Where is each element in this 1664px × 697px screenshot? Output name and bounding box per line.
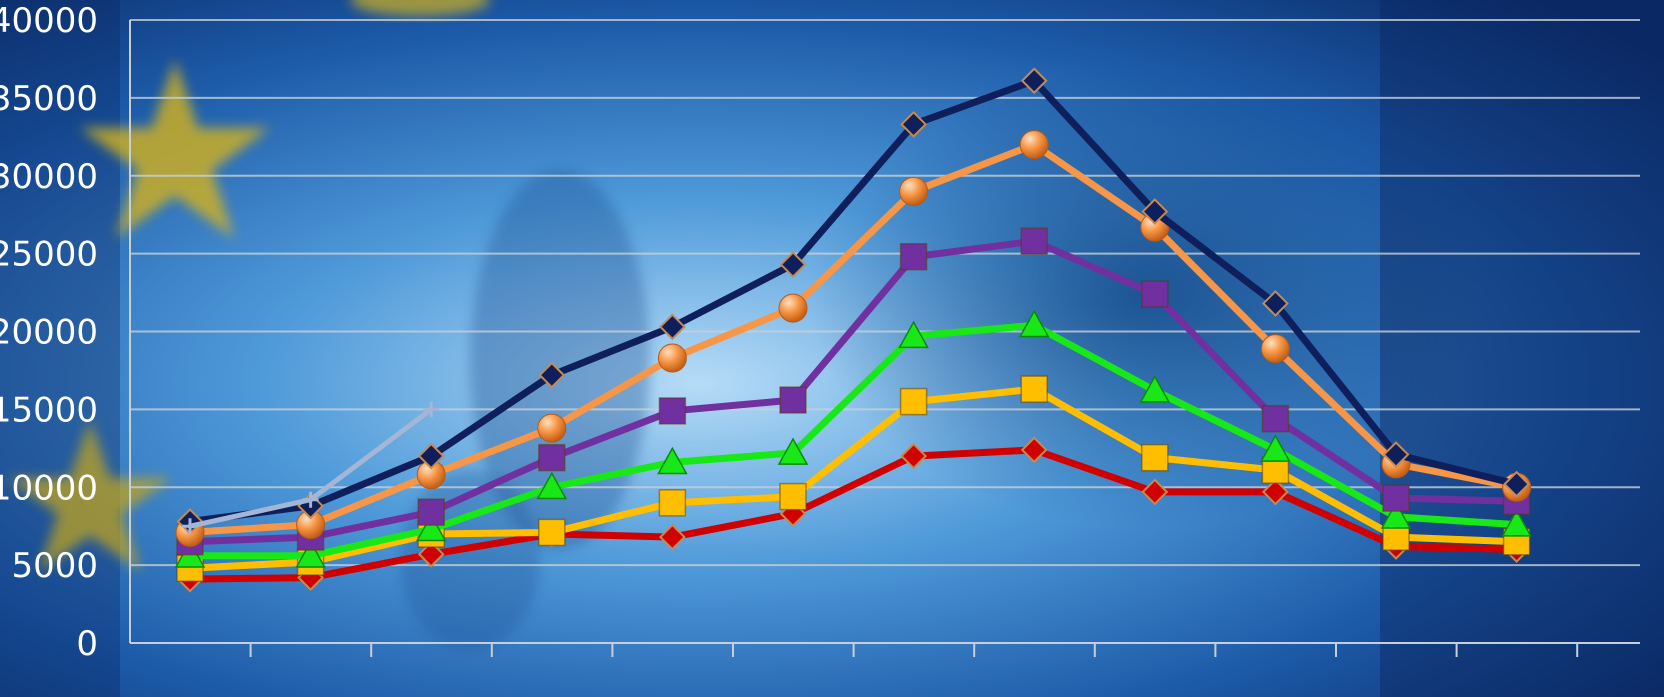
data-point [1501,509,1532,537]
star-decoration [350,0,490,16]
data-point [898,320,929,349]
data-point [899,176,929,206]
data-point [1139,375,1171,403]
data-point [1382,484,1410,512]
y-tick-label: 15000 [0,390,98,430]
data-point [777,437,809,465]
series-line [186,237,1521,546]
data-point [900,110,928,138]
data-point [657,446,688,475]
data-point [1141,198,1169,225]
data-point [1020,375,1048,403]
data-point [536,471,568,500]
data-point [1261,404,1290,433]
data-point [417,498,445,526]
data-point [1503,470,1531,498]
data-point [778,293,808,323]
y-tick-label: 10000 [0,468,98,508]
series-line [186,385,1521,572]
y-tick-label: 40000 [0,1,98,41]
star-decoration [80,60,270,238]
data-point [1020,67,1048,95]
data-point [302,491,319,508]
data-point [538,443,566,472]
star-decoration [8,420,172,572]
series [175,130,1532,547]
data-point [417,540,445,568]
data-point [538,518,566,547]
series-line [186,321,1521,560]
y-tick-label: 35000 [0,79,98,119]
data-point [658,313,686,341]
data-point [658,489,687,517]
data-point [1019,130,1049,160]
data-point [1261,290,1289,317]
series-layer [174,67,1532,593]
series-line [186,77,1521,526]
data-point [415,513,447,542]
data-point [1020,227,1048,255]
y-tick-label: 0 [76,624,98,664]
data-point [658,397,687,425]
data-point [657,343,687,373]
data-point [1260,334,1290,364]
data-point [1020,436,1048,464]
series-line [186,446,1521,583]
data-point [537,413,567,443]
data-point [899,387,928,416]
data-point [295,540,326,568]
data-point [538,361,566,389]
data-point [1382,441,1410,468]
data-point [1141,280,1169,308]
y-tick-label: 30000 [0,157,98,197]
series [182,401,440,535]
data-point [1141,443,1169,472]
axes: 0 5000 10000 15000 20000 25000 30000 35000 40000 [0,1,1640,664]
data-point [779,482,807,511]
y-tick-label: 20000 [0,313,98,353]
data-point [182,518,198,535]
data-point [899,242,928,271]
data-point [779,386,807,414]
data-point [1260,434,1291,462]
data-point [1141,478,1169,506]
y-tick-label: 5000 [11,546,98,586]
data-point [1380,501,1412,529]
data-point [417,442,445,470]
data-point [779,251,807,278]
data-point [900,442,928,470]
y-tick-label: 25000 [0,235,98,275]
data-point [658,523,686,551]
data-point [1018,309,1050,338]
data-point [1261,478,1289,506]
data-point [423,401,440,418]
series-line [186,141,1521,536]
